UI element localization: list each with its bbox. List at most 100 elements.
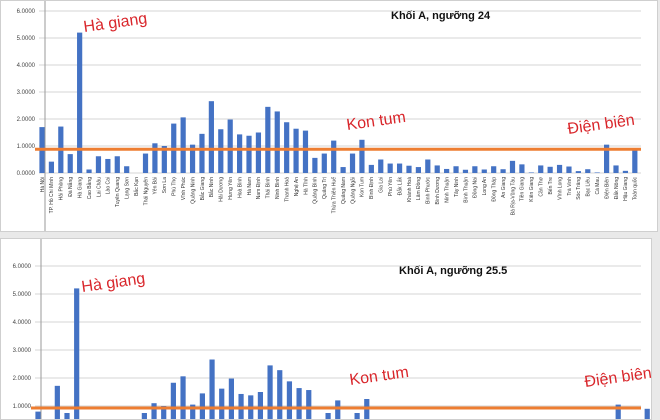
bar-hưng-yên (228, 378, 234, 419)
x-tick-label: TP. Hồ Chí Minh (49, 177, 55, 214)
bar-gia-lai (378, 159, 384, 173)
x-tick-label: Thanh Hoá (284, 177, 290, 202)
y-tick-label: 5.0000 (17, 36, 36, 42)
bar-quảng-ninh (190, 404, 196, 419)
bar-bắc-giang (199, 393, 205, 419)
x-tick-label: Đắk Lắk (396, 177, 403, 196)
x-tick-label: Đồng Nai (473, 177, 479, 198)
x-tick-label: Ninh Thuận (444, 177, 450, 203)
chart-title: Khối A, ngưỡng 25.5 (399, 265, 508, 277)
x-tick-label: Quảng Bình (313, 177, 319, 204)
bar-lạng-sơn (124, 166, 130, 173)
y-tick-label: 3.0000 (13, 348, 32, 354)
y-tick-label: 5.0000 (13, 292, 32, 298)
x-tick-label: Tuyên Quang (115, 177, 121, 207)
x-tick-label: Bạc Liêu (586, 177, 592, 197)
bar-hà-tĩnh (302, 130, 309, 173)
x-tick-label: Trà Vinh (567, 177, 573, 196)
bar-tây-ninh (453, 166, 459, 173)
bar-bình-phước (425, 159, 431, 173)
bar-đồng-tháp (491, 166, 497, 173)
bar-hà-giang (77, 32, 83, 173)
bar-chart: 0.0000 1.0000 2.0000 3.0000 4.0000 5.0000 6.00… (17, 1, 641, 231)
bar-phú-yên (387, 163, 393, 173)
x-tick-label: Điện Biên (604, 177, 610, 199)
bar-lai-châu (95, 156, 102, 173)
bar-yên-bái (152, 143, 158, 173)
x-tick-label: Cần Thơ (539, 176, 545, 196)
x-tick-label: Bình Định (369, 177, 375, 199)
bar-nghệ-an (293, 128, 299, 173)
bar-toàn-quốc (632, 150, 638, 173)
bar-hưng-yên (227, 119, 233, 173)
x-tick-label: Bình Dương (435, 177, 441, 205)
bar-nam-định (255, 132, 262, 173)
bar-tp.-hồ-chí-minh (48, 161, 55, 173)
y-tick-label: 1.0000 (17, 144, 36, 150)
x-tick-label: Lào Cai (106, 177, 112, 194)
x-tick-label: An Giang (501, 177, 507, 198)
x-tick-label: Thái Bình (266, 177, 272, 199)
x-tick-label: Tiền Giang (520, 177, 526, 201)
x-tick-label: Kiên Giang (529, 177, 535, 202)
bar-nghệ-an (296, 388, 302, 419)
x-tick-label: Đồng Tháp (491, 177, 497, 202)
bar-vĩnh-phúc (180, 117, 186, 173)
x-tick-label: Vĩnh Long (557, 177, 563, 200)
y-tick-label: 2.0000 (17, 117, 36, 123)
y-tick-label: 2.0000 (13, 376, 32, 382)
bar-bình-thuận (462, 169, 469, 173)
x-tick-label: Lạng Sơn (124, 177, 130, 199)
x-tick-label: Sóc Trăng (576, 177, 582, 200)
x-tick-label: Hải Phòng (59, 177, 65, 201)
x-tick-label: Gia Lai (379, 177, 385, 193)
bar-thái-bình (267, 365, 273, 419)
bar-kon-tum (359, 139, 365, 173)
bar-đồng-nai (472, 166, 478, 173)
x-tick-label: Nam Định (256, 177, 262, 199)
bar-chart: 1.0000 2.0000 3.0000 4.0000 5.0000 6.0000 (13, 239, 650, 419)
x-tick-label: Bình Thuận (463, 177, 469, 203)
x-tick-label: Hưng Yên (228, 177, 234, 200)
bar-ninh-bình (274, 111, 280, 173)
bar-hà-nam (246, 135, 252, 173)
x-tick-label: Vĩnh Phúc (181, 177, 187, 201)
x-tick-label: Thái Nguyên (143, 177, 149, 206)
x-tick-label: Đà Nẵng (67, 177, 74, 197)
bar-thái-nguyên (142, 153, 149, 173)
x-tick-label: Phú Thọ (172, 177, 178, 196)
bar-điện-biên (604, 144, 610, 173)
bar-bà-rịa-vũng-tàu (509, 160, 516, 173)
bar-hậu-giang (622, 170, 629, 173)
bar-thái-bình (265, 106, 271, 173)
x-tick-label: Thừa Thiên Huế (332, 177, 338, 214)
x-tick-label: Bình Phước (426, 177, 432, 204)
y-tick-label: 0.0000 (17, 171, 36, 177)
x-tick-label: Hoà Bình (237, 177, 243, 198)
bar-tuyên-quang (114, 156, 120, 173)
y-tick-label: 4.0000 (17, 63, 36, 69)
y-tick-label: 6.0000 (17, 9, 36, 15)
bar-bến-tre (547, 166, 553, 173)
bar-nam-định (257, 392, 264, 419)
bar-đắk-nông (613, 165, 619, 173)
bar-sóc-trăng (575, 171, 581, 173)
bar-vĩnh-phúc (180, 376, 186, 419)
bar-quảng-ngãi (349, 153, 356, 173)
bar-đắk-lắk (396, 163, 403, 173)
y-tick-label: 4.0000 (13, 320, 32, 326)
x-tick-label: Bến Tre (548, 177, 554, 195)
chart-title: Khối A, ngưỡng 24 (391, 10, 491, 22)
x-tick-label: Lai Châu (96, 177, 102, 197)
bar-quảng-bình (312, 157, 318, 173)
bar-hà-giang (74, 288, 80, 419)
bar-yên-bái (151, 403, 157, 419)
x-tick-label: Quảng Ngãi (350, 177, 356, 204)
x-tick-label: Khánh Hoà (407, 177, 413, 202)
bar-hải-dương (219, 388, 225, 419)
bar-phú-thọ (170, 382, 176, 419)
bar-bình-dương (434, 165, 440, 173)
x-tick-label: Quảng Nam (341, 177, 347, 204)
x-tick-label: Quảng Ninh (190, 177, 196, 204)
bar-đà-nẵng (67, 154, 73, 173)
